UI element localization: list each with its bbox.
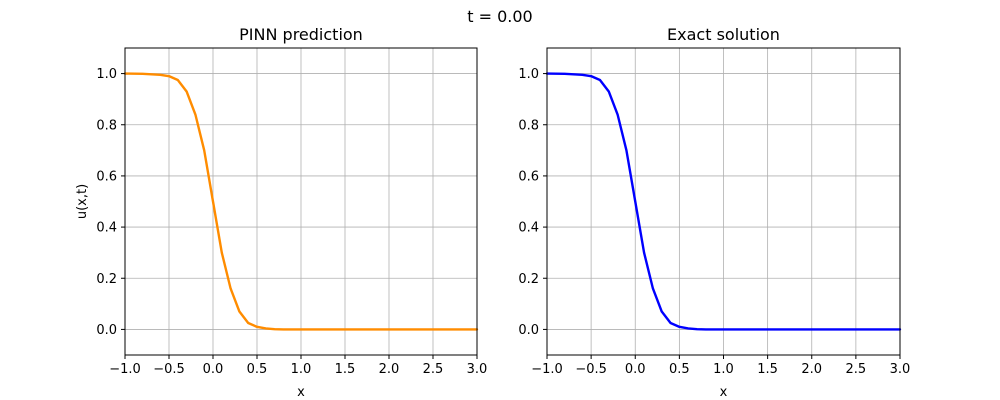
exact-solution-xtick-label: 2.5 [846,362,867,377]
pinn-prediction-axes: PINN prediction −1.0 −0.5 0.0 0.5 1.0 1.5 2.0 2… [75,25,487,400]
pinn-prediction-xtick-label: 0.0 [203,362,224,377]
pinn-prediction-ytick-label: 0.0 [96,323,117,338]
figure-suptitle: t = 0.00 [467,7,532,26]
exact-solution-xtick-label: 3.0 [890,362,911,377]
exact-solution-xtick-label: 2.0 [801,362,822,377]
pinn-prediction-xlabel: x [297,385,305,400]
pinn-prediction-xtick-label: 3.0 [467,362,488,377]
pinn-prediction-xtick-label: 0.5 [247,362,268,377]
exact-solution-ytick-label: 0.8 [518,118,539,133]
exact-solution-curve-line [545,72,902,331]
exact-solution-ytick-label: 0.6 [518,169,539,184]
exact-solution-ytick-label: 0.2 [518,272,539,287]
pinn-prediction-xtick-label: 1.0 [291,362,312,377]
exact-solution-xtick-label: 1.0 [713,362,734,377]
exact-solution-ticks: −1.0 −0.5 0.0 0.5 1.0 1.5 2.0 2.5 3.0 0.0 0.2 0.4 0.… [518,67,910,377]
exact-solution-xlabel: x [720,385,728,400]
pinn-prediction-xtick-label: −0.5 [153,362,185,377]
pinn-prediction-ylabel: u(x,t) [75,184,90,219]
pinn-prediction-xtick-label: −1.0 [109,362,141,377]
exact-solution-xtick-label: 1.5 [757,362,778,377]
exact-solution-xtick-label: 0.5 [669,362,690,377]
pinn-prediction-grid [124,48,478,355]
pinn-prediction-ytick-label: 1.0 [96,67,117,82]
exact-solution-ytick-label: 0.0 [518,323,539,338]
exact-solution-grid [546,48,901,355]
exact-solution-ytick-label: 1.0 [518,67,539,82]
exact-solution-xtick-label: −0.5 [575,362,607,377]
pinn-prediction-xtick-label: 1.5 [335,362,356,377]
exact-solution-title: Exact solution [667,25,780,44]
exact-solution-series [545,72,902,331]
pinn-prediction-series [123,72,479,331]
pinn-prediction-ytick-label: 0.6 [96,169,117,184]
exact-solution-axes: Exact solution −1.0 −0.5 0.0 0.5 1.0 1.5 2.0 2.… [518,25,910,400]
pinn-prediction-xtick-label: 2.0 [379,362,400,377]
exact-solution-xtick-label: −1.0 [531,362,563,377]
pinn-prediction-xtick-label: 2.5 [423,362,444,377]
pinn-prediction-ytick-label: 0.4 [96,221,117,236]
exact-solution-ytick-label: 0.4 [518,221,539,236]
pinn-prediction-ticks: −1.0 −0.5 0.0 0.5 1.0 1.5 2.0 2.5 3.0 0.0 0.2 0.4 0.… [96,67,487,377]
pinn-prediction-ytick-label: 0.2 [96,272,117,287]
pinn-prediction-title: PINN prediction [239,25,363,44]
pinn-prediction-ytick-label: 0.8 [96,118,117,133]
exact-solution-xtick-label: 0.0 [625,362,646,377]
pinn-prediction-curve-line [123,72,479,331]
